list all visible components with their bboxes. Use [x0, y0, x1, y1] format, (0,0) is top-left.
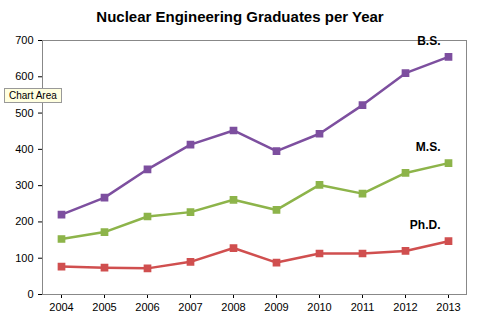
svg-text:B.S.: B.S.	[417, 34, 440, 48]
svg-text:2007: 2007	[178, 301, 202, 313]
svg-text:2008: 2008	[221, 301, 245, 313]
svg-text:2004: 2004	[49, 301, 73, 313]
svg-text:300: 300	[15, 179, 33, 191]
svg-text:600: 600	[15, 70, 33, 82]
svg-text:200: 200	[15, 215, 33, 227]
svg-text:2011: 2011	[351, 301, 375, 313]
svg-text:0: 0	[27, 288, 33, 300]
svg-text:700: 700	[15, 34, 33, 46]
svg-text:2005: 2005	[92, 301, 116, 313]
svg-text:M.S.: M.S.	[416, 140, 441, 154]
svg-text:500: 500	[15, 107, 33, 119]
html-text:Nuclear Engineering Graduates: Nuclear Engineering Graduates per Year	[96, 8, 384, 25]
svg-text:2006: 2006	[135, 301, 159, 313]
svg-text:100: 100	[15, 252, 33, 264]
svg-text:2010: 2010	[307, 301, 331, 313]
svg-text:400: 400	[15, 143, 33, 155]
html-text:Chart Area: Chart Area	[9, 90, 57, 101]
svg-text:2013: 2013	[436, 301, 460, 313]
svg-text:2009: 2009	[264, 301, 288, 313]
svg-text:2012: 2012	[393, 301, 417, 313]
svg-text:Ph.D.: Ph.D.	[410, 218, 441, 232]
